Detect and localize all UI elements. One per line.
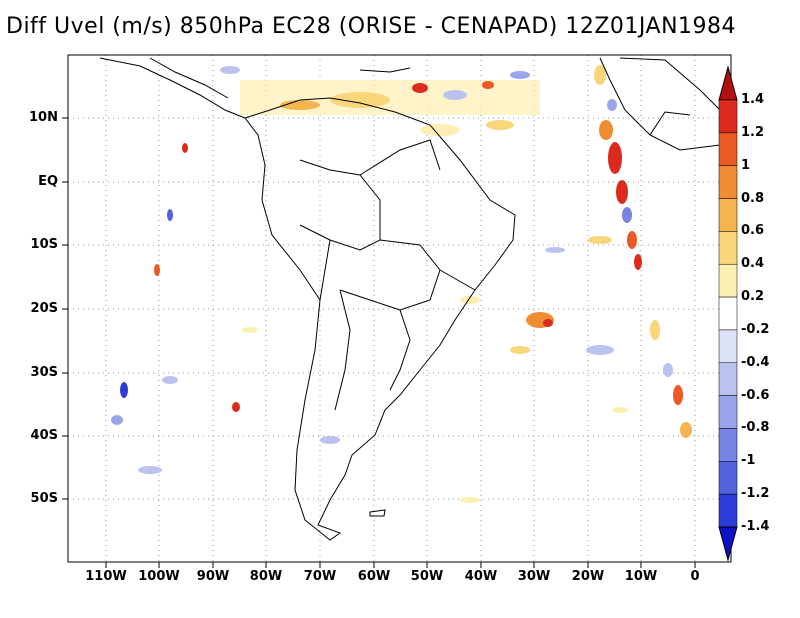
colorbar-segment: [718, 263, 738, 298]
colorbar-label: 0.4: [741, 256, 765, 272]
colorbar-label: -1.4: [741, 519, 770, 534]
lon-label-70w: 70W: [303, 569, 337, 584]
lon-label-100w: 100W: [138, 569, 180, 584]
colorbar-segment: [718, 132, 738, 166]
colorbar-segment: [718, 329, 738, 364]
colorbar-segment: [718, 395, 738, 429]
colorbar-label: -0.4: [741, 354, 770, 370]
colorbar-label: -0.2: [741, 321, 770, 337]
continent-outlines: [99, 57, 731, 541]
lon-label-40w: 40W: [464, 569, 498, 584]
lat-label-20s: 20S: [30, 301, 58, 316]
lon-label-20w: 20W: [571, 569, 605, 584]
lat-label-50s: 50S: [30, 491, 58, 506]
lat-label-10s: 10S: [30, 237, 58, 252]
difference-field: [111, 65, 692, 503]
colorbar-min-triangle: [718, 526, 738, 562]
colorbar-label: 0.6: [741, 223, 765, 239]
colorbar-label: 0.2: [741, 289, 765, 305]
tick-marks: [62, 117, 696, 568]
lon-label-30w: 30W: [517, 569, 551, 584]
lon-label-90w: 90W: [196, 569, 230, 584]
colorbar-label: 0.8: [741, 190, 765, 206]
colorbar-segment: [718, 99, 738, 134]
lat-label-40s: 40S: [30, 428, 58, 443]
colorbar-segment: [718, 362, 738, 396]
latitude-gridlines: [68, 117, 731, 500]
colorbar-label: 1.4: [741, 92, 765, 107]
lon-label-10w: 10W: [624, 569, 658, 584]
colorbar-segment: [718, 428, 738, 462]
colorbar-segment: [718, 296, 738, 331]
colorbar-label: -1.2: [741, 486, 770, 502]
lat-label-eq: EQ: [38, 174, 58, 189]
lon-label-0: 0: [690, 569, 700, 584]
lat-label-10n: 10N: [29, 110, 58, 125]
colorbar-segment: [718, 198, 738, 232]
lon-label-60w: 60W: [357, 569, 391, 584]
lon-label-80w: 80W: [249, 569, 283, 584]
lon-label-110w: 110W: [85, 569, 127, 584]
map-title: Diff Uvel (m/s) 850hPa EC28 (ORISE - CEN…: [6, 14, 737, 39]
colorbar-label: -1: [741, 453, 756, 469]
colorbar-label: 1.2: [741, 124, 765, 140]
colorbar-segment: [718, 461, 738, 495]
colorbar: [718, 65, 738, 562]
lon-label-50w: 50W: [410, 569, 444, 584]
colorbar-segment: [718, 165, 738, 199]
colorbar-segment: [718, 231, 738, 265]
plot-area: [68, 55, 731, 562]
colorbar-segment: [718, 493, 738, 528]
colorbar-label: 1: [741, 157, 751, 173]
lat-label-30s: 30S: [30, 365, 58, 380]
colorbar-label: -0.8: [741, 420, 770, 436]
colorbar-label: -0.6: [741, 387, 770, 403]
